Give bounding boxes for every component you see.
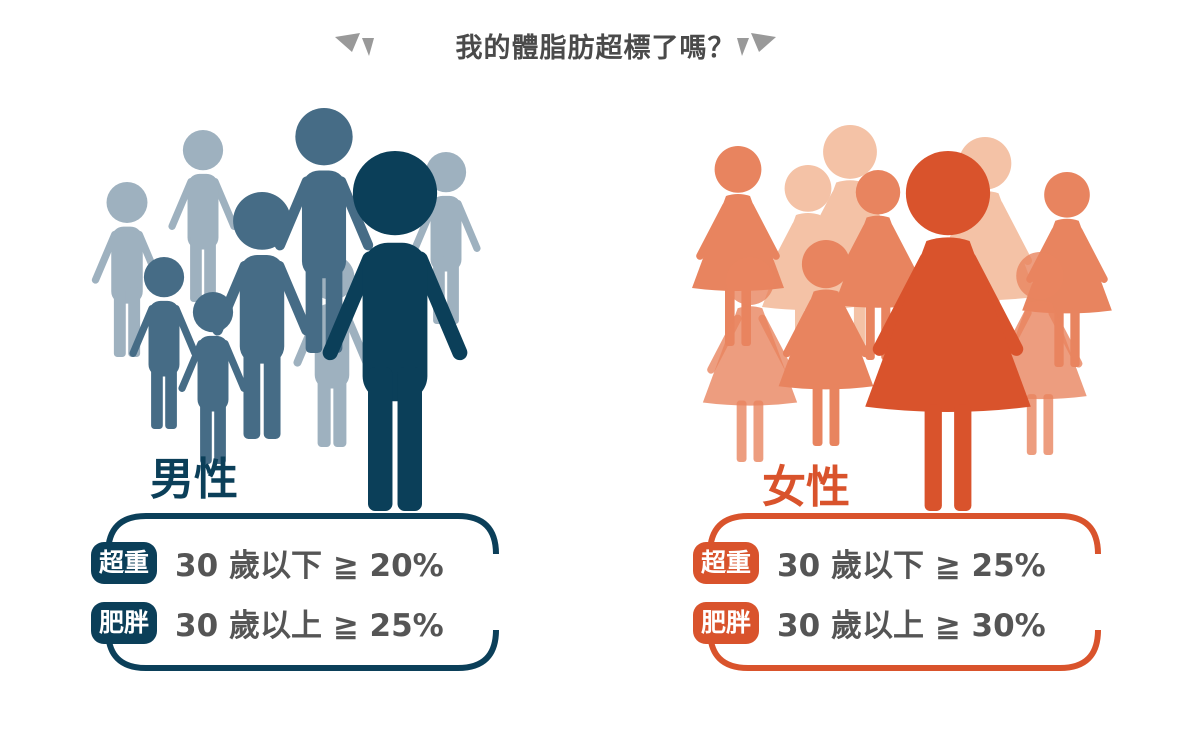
- criteria-text: 30 歲以上 ≧ 25%: [175, 608, 444, 644]
- male-crowd-illustration: [91, 107, 481, 511]
- arrow-right-icon: [737, 38, 749, 56]
- page-title: 我的體脂肪超標了嗎？: [455, 33, 736, 64]
- man-figure-icon: [212, 192, 312, 439]
- frame-bottom: [105, 629, 499, 671]
- man-figure-icon: [91, 182, 163, 357]
- criteria-text: 30 歲以下 ≧ 20%: [175, 548, 444, 584]
- woman-figure-icon: [702, 257, 798, 462]
- male-label: 男性: [150, 454, 238, 505]
- arrow-right-icon: [751, 33, 776, 52]
- male-obese-row: 肥胖 30 歲以上 ≧ 25%: [91, 600, 444, 645]
- man-figure-icon: [274, 107, 374, 353]
- female-obese-row: 肥胖 30 歲以上 ≧ 30%: [693, 600, 1046, 645]
- info-frames: [105, 513, 1101, 671]
- man-figure-icon: [322, 151, 468, 511]
- arrow-left-icon: [335, 33, 360, 52]
- female-crowd-illustration: [692, 125, 1112, 511]
- female-overweight-row: 超重 30 歲以下 ≧ 25%: [693, 540, 1046, 585]
- male-overweight-row: 超重 30 歲以下 ≧ 20%: [91, 540, 444, 585]
- arrow-left-icon: [362, 38, 374, 56]
- woman-figure-icon: [692, 146, 784, 346]
- criteria-text: 30 歲以上 ≧ 30%: [777, 608, 1046, 644]
- criteria-text: 30 歲以下 ≧ 25%: [777, 548, 1046, 584]
- frame-top: [105, 513, 499, 555]
- woman-figure-icon: [778, 239, 874, 446]
- frame-top: [707, 513, 1101, 555]
- overweight-badge: 超重: [693, 541, 760, 584]
- frame-bottom: [707, 629, 1101, 671]
- woman-figure-icon: [865, 151, 1031, 511]
- overweight-badge: 超重: [91, 541, 158, 584]
- obese-badge: 肥胖: [693, 601, 760, 644]
- title-arrows: [335, 33, 776, 56]
- man-figure-icon: [178, 292, 248, 464]
- man-figure-icon: [129, 257, 199, 429]
- female-label: 女性: [762, 462, 850, 513]
- obese-badge: 肥胖: [91, 601, 158, 644]
- man-figure-icon: [168, 130, 238, 302]
